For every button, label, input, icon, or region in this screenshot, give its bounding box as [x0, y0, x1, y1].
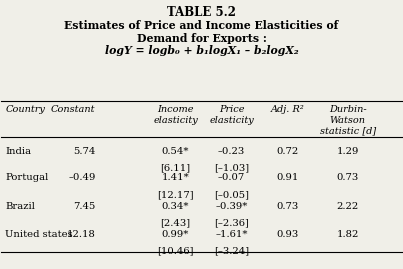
Text: [–1.03]: [–1.03]	[214, 164, 249, 173]
Text: Income
elasticity: Income elasticity	[153, 105, 198, 125]
Text: –0.49: –0.49	[68, 174, 96, 182]
Text: 1.29: 1.29	[337, 147, 359, 156]
Text: 0.54*: 0.54*	[162, 147, 189, 156]
Text: 0.34*: 0.34*	[162, 202, 189, 211]
Text: Brazil: Brazil	[5, 202, 35, 211]
Text: –1.61*: –1.61*	[215, 230, 248, 239]
Text: 0.73: 0.73	[276, 202, 299, 211]
Text: –0.07: –0.07	[218, 174, 245, 182]
Text: 0.73: 0.73	[337, 174, 359, 182]
Text: TABLE 5.2: TABLE 5.2	[167, 6, 236, 19]
Text: [–2.36]: [–2.36]	[214, 218, 249, 227]
Text: logY = logb₀ + b₁logX₁ – b₂logX₂: logY = logb₀ + b₁logX₁ – b₂logX₂	[105, 45, 298, 56]
Text: United states: United states	[5, 230, 73, 239]
Text: 1.82: 1.82	[337, 230, 359, 239]
Text: [–0.05]: [–0.05]	[214, 190, 249, 199]
Text: Portugal: Portugal	[5, 174, 49, 182]
Text: Estimates of Price and Income Elasticities of: Estimates of Price and Income Elasticiti…	[64, 20, 339, 31]
Text: 12.18: 12.18	[66, 230, 96, 239]
Text: Demand for Exports :: Demand for Exports :	[137, 33, 266, 44]
Text: Country: Country	[5, 105, 45, 115]
Text: 0.99*: 0.99*	[162, 230, 189, 239]
Text: 7.45: 7.45	[73, 202, 96, 211]
Text: 0.91: 0.91	[276, 174, 299, 182]
Text: –0.39*: –0.39*	[215, 202, 248, 211]
Text: 1.41*: 1.41*	[162, 174, 189, 182]
Text: [2.43]: [2.43]	[160, 218, 191, 227]
Text: Constant: Constant	[51, 105, 96, 115]
Text: Price
elasticity: Price elasticity	[209, 105, 254, 125]
Text: [10.46]: [10.46]	[157, 247, 194, 256]
Text: [–3.24]: [–3.24]	[214, 247, 249, 256]
Text: India: India	[5, 147, 31, 156]
Text: [6.11]: [6.11]	[160, 164, 191, 173]
Text: –0.23: –0.23	[218, 147, 245, 156]
Text: 2.22: 2.22	[337, 202, 359, 211]
Text: Durbin-
Watson
statistic [d]: Durbin- Watson statistic [d]	[320, 105, 376, 135]
Text: 0.93: 0.93	[276, 230, 299, 239]
Text: [12.17]: [12.17]	[157, 190, 194, 199]
Text: 5.74: 5.74	[73, 147, 96, 156]
Text: Adj. R²: Adj. R²	[271, 105, 304, 115]
Text: 0.72: 0.72	[276, 147, 299, 156]
